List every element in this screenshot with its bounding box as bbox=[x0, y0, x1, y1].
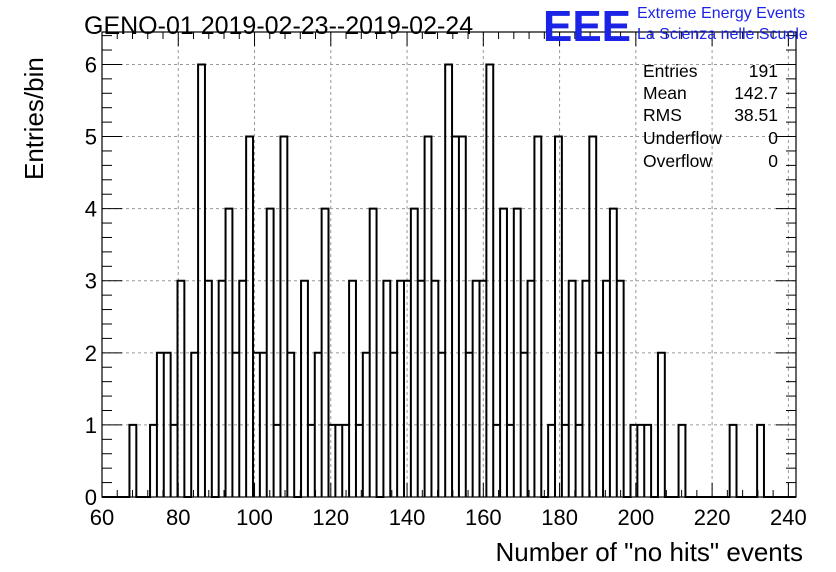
x-tick-label-160: 160 bbox=[465, 505, 502, 530]
x-tick-labels: 60 80 100 120 140 160 180 200 220 240 bbox=[90, 505, 807, 530]
y-tick-label-4: 4 bbox=[85, 197, 97, 222]
axis-ticks bbox=[101, 32, 796, 498]
x-tick-label-200: 200 bbox=[617, 505, 654, 530]
x-tick-label-140: 140 bbox=[389, 505, 426, 530]
stats-box: Entries 191 Mean 142.7 RMS 38.51 Underfl… bbox=[643, 61, 778, 171]
x-tick-label-120: 120 bbox=[312, 505, 349, 530]
stat-value-mean: 142.7 bbox=[734, 83, 778, 103]
grid-lines bbox=[102, 32, 796, 497]
x-tick-label-180: 180 bbox=[541, 505, 578, 530]
x-axis-title: Number of "no hits" events bbox=[496, 537, 804, 567]
x-tick-label-220: 220 bbox=[694, 505, 731, 530]
stat-label-entries: Entries bbox=[643, 61, 698, 81]
y-tick-label-1: 1 bbox=[85, 413, 97, 438]
plot-frame bbox=[101, 31, 797, 498]
chart-title: GENO-01 2019-02-23--2019-02-24 bbox=[84, 12, 473, 40]
stat-label-mean: Mean bbox=[643, 83, 687, 103]
y-axis-title: Entries/bin bbox=[19, 57, 49, 180]
stat-label-underflow: Underflow bbox=[643, 128, 722, 148]
y-tick-label-6: 6 bbox=[85, 52, 97, 77]
stat-value-entries: 191 bbox=[749, 61, 778, 81]
y-tick-label-5: 5 bbox=[85, 125, 97, 150]
y-tick-label-0: 0 bbox=[85, 485, 97, 510]
stat-label-overflow: Overflow bbox=[643, 151, 712, 171]
y-tick-label-2: 2 bbox=[85, 341, 97, 366]
x-tick-label-80: 80 bbox=[166, 505, 190, 530]
y-tick-labels: 0 1 2 3 4 5 6 bbox=[85, 52, 97, 510]
stat-label-rms: RMS bbox=[643, 105, 682, 125]
stat-value-underflow: 0 bbox=[768, 128, 778, 148]
x-tick-label-60: 60 bbox=[90, 505, 114, 530]
x-tick-label-240: 240 bbox=[770, 505, 807, 530]
logo-line-1: Extreme Energy Events bbox=[637, 5, 805, 22]
eee-logo-letters: EEE bbox=[543, 2, 631, 51]
stat-value-rms: 38.51 bbox=[734, 105, 778, 125]
stat-value-overflow: 0 bbox=[768, 151, 778, 171]
x-tick-label-100: 100 bbox=[236, 505, 273, 530]
y-tick-label-3: 3 bbox=[85, 269, 97, 294]
logo-line-2: La Scienza nelle Scuole bbox=[637, 26, 808, 43]
eee-logo: EEE Extreme Energy Events La Scienza nel… bbox=[543, 2, 808, 51]
histogram-outline bbox=[102, 63, 796, 498]
